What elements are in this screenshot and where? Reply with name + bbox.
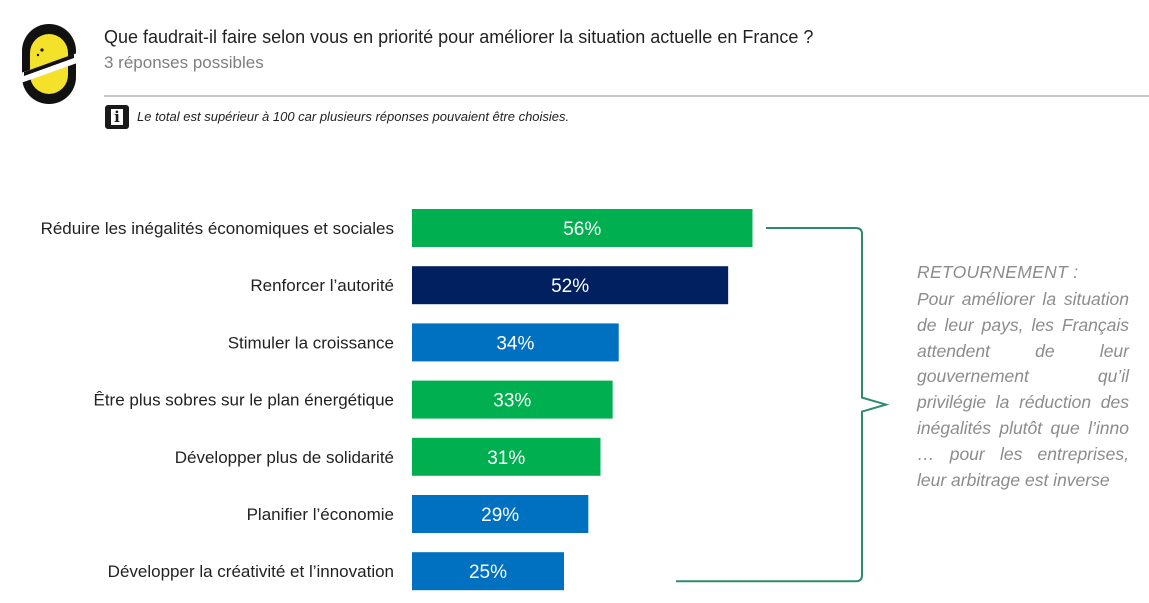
data-label: 33% (493, 391, 531, 412)
data-label: 34% (496, 333, 534, 354)
chart-note: Le total est supérieur à 100 car plusieu… (137, 109, 570, 124)
bar (412, 266, 729, 305)
callout-bracket (676, 227, 890, 583)
data-label: 31% (487, 448, 525, 469)
bar (412, 380, 613, 419)
chart-title: Que faudrait-il faire selon vous en prio… (104, 27, 814, 47)
category-label: Renforcer l’autorité (250, 276, 394, 295)
data-label: 29% (481, 505, 519, 526)
category-label: Planifier l’économie (247, 505, 394, 524)
callout-title: RETOURNEMENT : (917, 262, 1079, 282)
data-label: 52% (551, 276, 589, 297)
bar (412, 209, 753, 247)
info-icon-glyph: i (111, 109, 123, 125)
category-label: Développer la créativité et l’innovation (108, 562, 394, 581)
category-label: Être plus sobres sur le plan énergétique (93, 391, 394, 410)
header-divider (104, 95, 1149, 97)
bar (412, 552, 564, 591)
bar (412, 495, 589, 533)
brand-logo (18, 24, 80, 104)
callout-body: Pour améliorer la situation de leur pays… (917, 289, 1129, 490)
category-label: Développer plus de solidarité (175, 448, 394, 467)
chart-subtitle: 3 réponses possibles (104, 53, 264, 72)
data-label: 56% (563, 219, 601, 240)
category-label: Réduire les inégalités économiques et so… (41, 219, 394, 238)
category-label: Stimuler la croissance (228, 333, 394, 352)
bar (412, 437, 601, 476)
bar (412, 323, 619, 362)
info-icon: i (105, 105, 129, 129)
data-label: 25% (469, 562, 507, 583)
